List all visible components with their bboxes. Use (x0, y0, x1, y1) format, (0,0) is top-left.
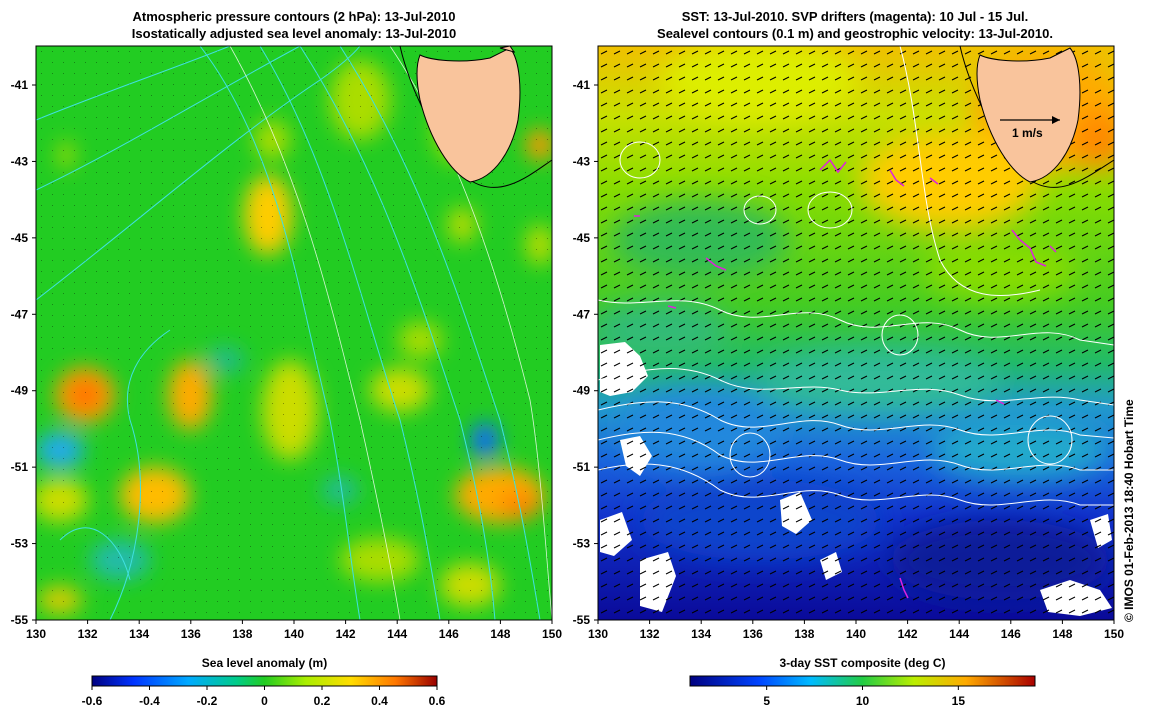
left-y-tick-label: -41 (11, 78, 29, 92)
right-x-tick-label: 132 (640, 627, 660, 641)
sla-colorbar-tick-label: -0.2 (197, 694, 218, 708)
sla-colorbar-tick-label: 0 (261, 694, 268, 708)
sea-level-contours-right (598, 46, 1114, 506)
right-x-tick-label: 142 (898, 627, 918, 641)
right-x-tick-label: 148 (1052, 627, 1072, 641)
right-y-tick-label: -51 (573, 460, 591, 474)
tasmania-land-left (399, 46, 552, 188)
sst-colorbar-tick-label: 5 (763, 694, 770, 708)
right-y-axis: -41 -43 -45 -47 -49 -51 -53 -55 (573, 78, 598, 627)
left-y-axis: -41 -43 -45 -47 -49 -51 -53 -55 (11, 78, 36, 627)
right-x-tick-label: 138 (794, 627, 814, 641)
right-x-tick-label: 140 (846, 627, 866, 641)
sla-colorbar-tick-label: 0.4 (371, 694, 388, 708)
right-x-tick-label: 144 (949, 627, 969, 641)
right-x-axis: 130 132 134 136 138 140 142 144 146 148 150 (588, 620, 1124, 641)
sla-colorbar-tick-label: 0.6 (429, 694, 446, 708)
left-panel-title: Atmospheric pressure contours (2 hPa): 1… (36, 8, 552, 42)
right-y-tick-label: -49 (573, 384, 591, 398)
sst-colorbar-tick-label: 10 (856, 694, 870, 708)
velocity-scale-label: 1 m/s (1012, 126, 1043, 140)
left-x-tick-label: 132 (78, 627, 98, 641)
sst-map (598, 46, 1114, 620)
left-x-tick-label: 150 (542, 627, 562, 641)
right-title-line2: Sealevel contours (0.1 m) and geostrophi… (657, 26, 1053, 41)
left-x-tick-label: 146 (439, 627, 459, 641)
left-x-tick-label: 134 (129, 627, 149, 641)
right-y-tick-label: -41 (573, 78, 591, 92)
sla-colorbar-ticks: -0.6 -0.4 -0.2 0 0.2 0.4 0.6 (82, 686, 446, 708)
sst-colorbar-title: 3-day SST composite (deg C) (779, 656, 946, 670)
right-y-tick-label: -55 (573, 613, 591, 627)
right-x-tick-label: 150 (1104, 627, 1124, 641)
right-x-tick-label: 130 (588, 627, 608, 641)
right-y-tick-label: -47 (573, 307, 591, 321)
left-x-tick-label: 130 (26, 627, 46, 641)
sla-map (36, 46, 552, 620)
sla-colorbar-title: Sea level anomaly (m) (201, 656, 328, 670)
left-y-tick-label: -47 (11, 307, 29, 321)
right-x-tick-label: 136 (743, 627, 763, 641)
left-x-tick-label: 138 (232, 627, 252, 641)
sla-colorbar-tick-label: -0.6 (82, 694, 103, 708)
velocity-scale-arrow (1000, 116, 1060, 124)
right-title-line1: SST: 13-Jul-2010. SVP drifters (magenta)… (681, 9, 1029, 24)
right-x-tick-label: 146 (1001, 627, 1021, 641)
right-y-tick-label: -43 (573, 154, 591, 168)
left-title-line1: Atmospheric pressure contours (2 hPa): 1… (132, 9, 456, 24)
left-title-line2: Isostatically adjusted sea level anomaly… (131, 26, 457, 41)
right-y-tick-label: -53 (573, 537, 591, 551)
left-y-tick-label: -43 (11, 154, 29, 168)
left-y-tick-label: -51 (11, 460, 29, 474)
left-x-tick-label: 144 (387, 627, 407, 641)
svp-drifter-tracks (634, 158, 1057, 599)
sla-colorbar-tick-label: -0.4 (139, 694, 160, 708)
right-panel-title: SST: 13-Jul-2010. SVP drifters (magenta)… (560, 8, 1150, 42)
left-x-tick-label: 136 (181, 627, 201, 641)
pressure-contours (36, 46, 541, 620)
left-x-tick-label: 142 (336, 627, 356, 641)
sla-colorbar: -0.6 -0.4 -0.2 0 0.2 0.4 0.6 (82, 675, 446, 708)
left-y-tick-label: -49 (11, 384, 29, 398)
left-x-tick-label: 148 (490, 627, 510, 641)
sst-colorbar-ticks: 5 10 15 (763, 686, 965, 708)
left-y-tick-label: -53 (11, 537, 29, 551)
left-x-axis: 130 132 134 136 138 140 142 144 146 148 150 (26, 620, 562, 641)
left-x-tick-label: 140 (284, 627, 304, 641)
sst-colorbar: 5 10 15 (689, 675, 1036, 708)
left-y-tick-label: -55 (11, 613, 29, 627)
sla-colorbar-tick-label: 0.2 (314, 694, 331, 708)
left-y-tick-label: -45 (11, 231, 29, 245)
right-y-tick-label: -45 (573, 231, 591, 245)
sst-colorbar-tick-label: 15 (952, 694, 966, 708)
tasmania-land-right (959, 46, 1114, 188)
right-x-tick-label: 134 (691, 627, 711, 641)
credit-text: © IMOS 01-Feb-2013 18:40 Hobart Time (1122, 399, 1136, 622)
